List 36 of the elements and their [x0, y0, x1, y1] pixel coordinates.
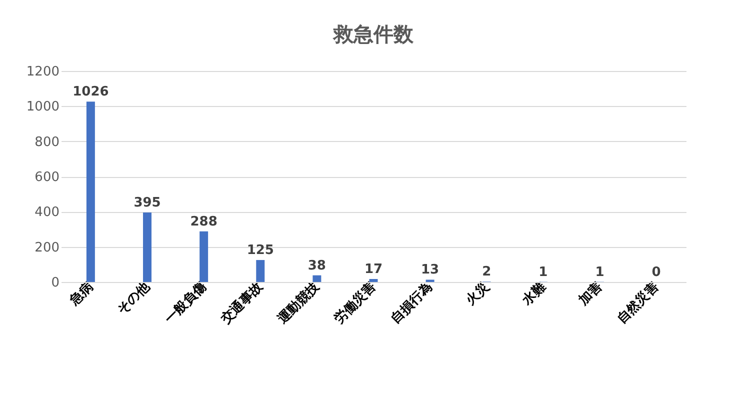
y-tick-label: 600 [34, 170, 60, 185]
y-tick-label: 200 [34, 240, 60, 256]
data-label: 395 [134, 196, 161, 211]
data-label: 1 [595, 264, 604, 280]
data-label: 288 [190, 214, 218, 230]
x-tick-label: 水難 [519, 280, 549, 310]
data-label: 1 [538, 264, 548, 280]
bar [369, 279, 378, 282]
data-label: 38 [308, 258, 326, 274]
data-label: 2 [482, 264, 492, 280]
x-tick-label: 自然災害 [614, 278, 662, 327]
bar [143, 212, 152, 282]
bar [86, 102, 95, 282]
bar [200, 231, 208, 282]
data-label: 125 [246, 243, 274, 258]
y-tick-label: 400 [34, 205, 60, 220]
x-tick-label: 火災 [462, 278, 492, 310]
x-tick-label: 急病 [66, 278, 96, 310]
x-tick-label: 一般負傷 [162, 280, 210, 327]
x-tick-label: 交通事故 [217, 278, 267, 328]
x-tick-label: 労働災害 [331, 278, 380, 327]
data-label: 13 [421, 262, 440, 278]
data-label: 1026 [72, 84, 109, 100]
data-label: 0 [652, 265, 661, 280]
x-tick-label: その他 [114, 278, 154, 318]
y-tick-label: 800 [34, 134, 60, 150]
x-tick-label: 自損行為 [388, 280, 436, 327]
bar [256, 260, 265, 282]
y-tick-label: 1200 [26, 64, 60, 80]
bar [312, 275, 322, 282]
x-tick-label: 運動競技 [274, 278, 324, 328]
x-tick-label: 加害 [574, 278, 606, 310]
y-tick-label: 0 [51, 276, 60, 290]
y-tick-label: 1000 [26, 100, 60, 115]
chart-title: 救急件数 [332, 22, 414, 46]
data-label: 17 [364, 262, 383, 278]
